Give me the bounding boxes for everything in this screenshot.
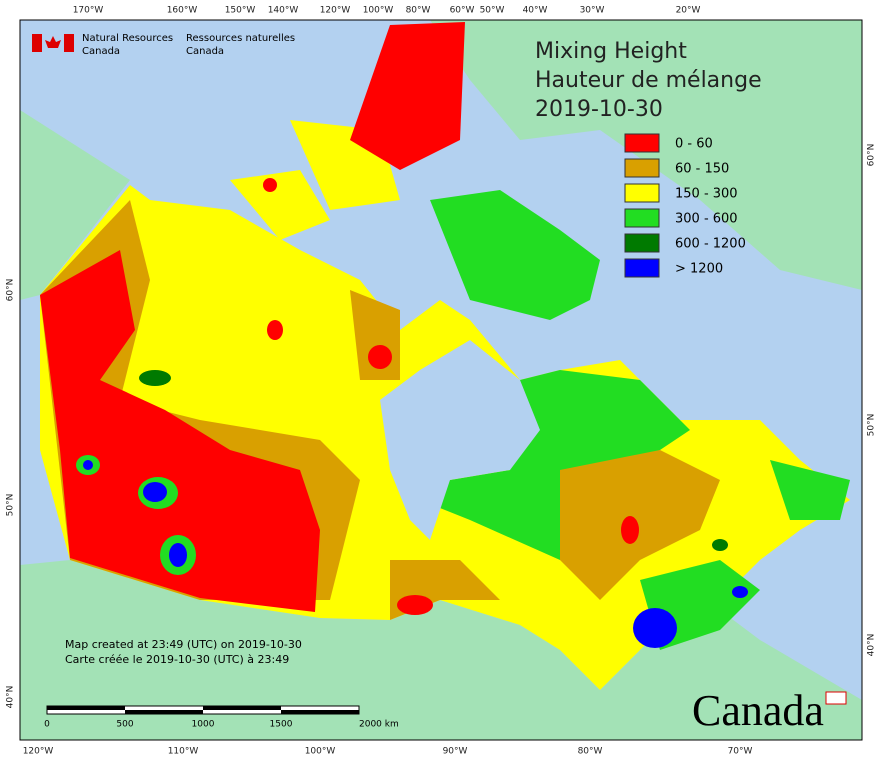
longitude-label: 20°W [676, 6, 701, 16]
legend-label: 0 - 60 [675, 137, 713, 152]
longitude-label: 150°W [225, 6, 256, 16]
wordmark: Canada [692, 686, 824, 735]
longitude-label: 160°W [167, 6, 198, 16]
longitude-label: 60°W [450, 6, 475, 16]
maple-leaf [45, 36, 61, 48]
longitude-label: 70°W [728, 747, 753, 757]
footnote: Carte créée le 2019-10-30 (UTC) à 23:49 [65, 653, 289, 666]
legend-label: 600 - 1200 [675, 237, 746, 252]
latitude-label: 40°N [867, 634, 877, 657]
longitude-label: 80°W [578, 747, 603, 757]
hudson-bay [380, 340, 540, 540]
latitude-label: 40°N [6, 686, 16, 709]
hotspots [76, 178, 748, 648]
legend-label: 150 - 300 [675, 187, 738, 202]
longitude-label: 170°W [73, 6, 104, 16]
graticule-labels: 170°W 160°W 150°W 140°W 120°W 100°W 80°W 60°W 50… [6, 6, 877, 757]
longitude-label: 100°W [363, 6, 394, 16]
legend-swatch [624, 208, 660, 228]
country-fr: Canada [186, 46, 224, 57]
legend-label: 300 - 600 [675, 212, 738, 227]
flag-bar [64, 34, 74, 52]
scale-label: 0 [44, 720, 50, 730]
legend-label: 60 - 150 [675, 162, 729, 177]
scale-labels: 0 500 1000 1500 2000 km [44, 720, 399, 730]
longitude-label: 100°W [305, 747, 336, 757]
legend-swatch [624, 133, 660, 153]
agency-en: Natural Resources [82, 33, 173, 44]
longitude-label: 80°W [406, 6, 431, 16]
legend-title: Hauteur de mélange [535, 68, 762, 93]
longitude-label: 50°W [480, 6, 505, 16]
scale-label: 2000 km [359, 720, 399, 730]
scale-label: 1500 [270, 720, 293, 730]
longitude-label: 30°W [580, 6, 605, 16]
legend-swatch [624, 158, 660, 178]
scale-label: 500 [116, 720, 133, 730]
longitude-label: 120°W [23, 747, 54, 757]
flag-bar [32, 34, 42, 52]
foreign-land [20, 20, 862, 740]
latitude-label: 60°N [867, 144, 877, 167]
wordmark-flag [825, 691, 847, 705]
legend-swatch [624, 183, 660, 203]
longitude-label: 40°W [523, 6, 548, 16]
footnote: Map created at 23:49 (UTC) on 2019-10-30 [65, 638, 302, 651]
longitude-label: 90°W [443, 747, 468, 757]
scale-label: 1000 [192, 720, 215, 730]
legend-date: 2019-10-30 [535, 97, 663, 122]
legend-title: Mixing Height [535, 39, 687, 64]
longitude-label: 110°W [168, 747, 199, 757]
longitude-label: 140°W [268, 6, 299, 16]
legend-swatch [624, 233, 660, 253]
legend: 0 - 60 60 - 150 150 - 300 300 - 600 600 - 12… [624, 133, 746, 278]
country-en: Canada [82, 46, 120, 57]
latitude-label: 50°N [867, 414, 877, 437]
agency-fr: Ressources naturelles [186, 33, 295, 44]
scale-bar [46, 705, 360, 715]
legend-swatch [624, 258, 660, 278]
frame [19, 19, 863, 741]
latitude-label: 50°N [6, 494, 16, 517]
latitude-label: 60°N [6, 279, 16, 302]
legend-label: > 1200 [675, 262, 723, 277]
longitude-label: 120°W [320, 6, 351, 16]
